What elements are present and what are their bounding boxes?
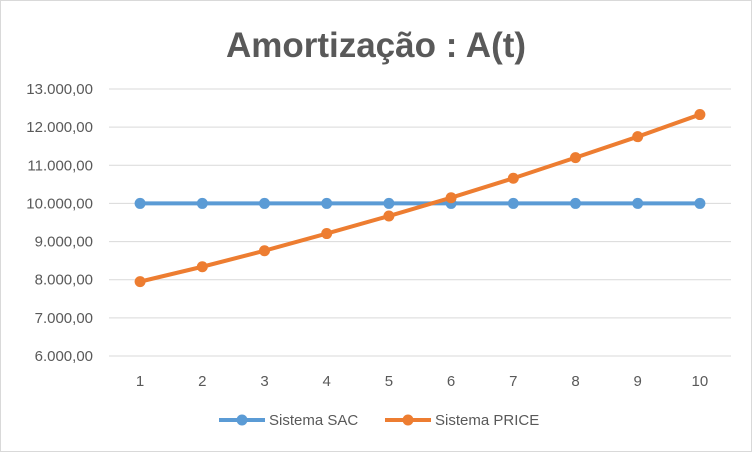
data-point [570,197,581,209]
data-point [383,210,395,222]
y-tick-label: 10.000,00 [26,195,93,212]
y-tick-label: 7.000,00 [35,310,93,327]
y-tick-label: 13.000,00 [26,81,93,98]
legend-label: Sistema SAC [269,412,358,429]
data-point [259,197,270,209]
legend-marker [236,414,248,426]
x-tick-label: 7 [509,373,517,390]
legend-item-1[interactable]: Sistema SAC [219,412,358,429]
data-point [134,276,146,288]
x-axis: 1 2 3 4 5 6 7 8 9 10 [136,373,708,390]
data-point [445,192,457,204]
x-tick-label: 3 [260,373,268,390]
data-point [321,228,333,240]
data-point [321,197,333,209]
data-point [570,152,581,164]
y-axis: 6.000,00 7.000,00 8.000,00 9.000,00 10.000,0… [26,81,93,365]
data-point [196,261,208,273]
data-point [383,197,395,209]
x-tick-label: 10 [692,373,709,390]
y-tick-label: 9.000,00 [35,234,93,251]
data-point [507,172,519,184]
data-point [259,245,270,257]
data-point [196,197,208,209]
y-tick-label: 11.000,00 [27,157,93,174]
data-point [632,131,644,143]
y-tick-label: 12.000,00 [26,119,93,136]
legend-item-2[interactable]: Sistema PRICE [385,412,539,429]
x-tick-label: 2 [198,373,206,390]
x-tick-label: 4 [323,373,331,390]
legend[interactable]: Sistema SAC Sistema PRICE [219,412,539,429]
series-group [134,109,706,288]
y-tick-label: 8.000,00 [35,272,93,289]
data-point [694,197,706,209]
data-point [507,197,519,209]
series-line-2 [138,112,702,284]
gridlines [109,88,731,357]
legend-marker [402,414,414,426]
y-tick-label: 6.000,00 [35,348,93,365]
x-tick-label: 8 [571,373,579,390]
x-tick-label: 9 [634,373,642,390]
data-point [632,197,644,209]
legend-label: Sistema PRICE [435,412,539,429]
x-tick-label: 6 [447,373,455,390]
chart-title: Amortização : A(t) [226,26,526,65]
x-tick-label: 5 [385,373,393,390]
data-point [134,197,146,209]
x-tick-label: 1 [136,373,144,390]
data-point [694,109,706,121]
